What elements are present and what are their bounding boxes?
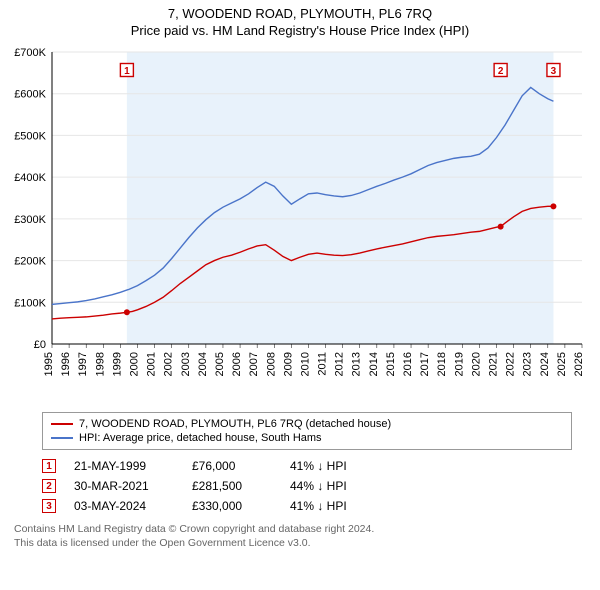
svg-text:1996: 1996: [60, 352, 72, 376]
svg-text:2020: 2020: [470, 352, 482, 376]
svg-text:2016: 2016: [402, 352, 414, 376]
svg-text:2025: 2025: [556, 352, 568, 376]
footnote: Contains HM Land Registry data © Crown c…: [14, 522, 586, 550]
svg-text:£600K: £600K: [14, 89, 46, 101]
svg-text:2008: 2008: [265, 352, 277, 376]
svg-text:2012: 2012: [334, 352, 346, 376]
svg-text:2023: 2023: [522, 352, 534, 376]
svg-text:1995: 1995: [43, 352, 55, 376]
tx-date: 21-MAY-1999: [74, 459, 174, 473]
svg-text:2006: 2006: [231, 352, 243, 376]
table-row: 1 21-MAY-1999 £76,000 41% ↓ HPI: [42, 456, 572, 476]
svg-text:1997: 1997: [77, 352, 89, 376]
tx-price: £330,000: [192, 499, 272, 513]
tx-price: £76,000: [192, 459, 272, 473]
table-row: 2 30-MAR-2021 £281,500 44% ↓ HPI: [42, 476, 572, 496]
svg-text:2024: 2024: [539, 352, 551, 376]
svg-text:£300K: £300K: [14, 214, 46, 226]
legend-swatch: [51, 423, 73, 425]
tx-marker-icon: 1: [42, 459, 56, 473]
svg-text:3: 3: [551, 66, 557, 77]
transactions-table: 1 21-MAY-1999 £76,000 41% ↓ HPI 2 30-MAR…: [42, 456, 572, 516]
svg-text:1999: 1999: [111, 352, 123, 376]
tx-marker-icon: 3: [42, 499, 56, 513]
table-row: 3 03-MAY-2024 £330,000 41% ↓ HPI: [42, 496, 572, 516]
page-subtitle: Price paid vs. HM Land Registry's House …: [0, 21, 600, 46]
svg-text:£700K: £700K: [14, 47, 46, 59]
chart-container: £0 £100K £200K £300K £400K £500K £600K £700K 199…: [0, 46, 600, 406]
svg-text:1: 1: [124, 66, 130, 77]
svg-text:£400K: £400K: [14, 172, 46, 184]
svg-text:2015: 2015: [385, 352, 397, 376]
tx-price: £281,500: [192, 479, 272, 493]
svg-text:2002: 2002: [163, 352, 175, 376]
svg-text:2013: 2013: [351, 352, 363, 376]
svg-text:2021: 2021: [488, 352, 500, 376]
svg-text:2003: 2003: [180, 352, 192, 376]
svg-text:2018: 2018: [436, 352, 448, 376]
tx-hpi: 41% ↓ HPI: [290, 459, 380, 473]
svg-text:2011: 2011: [317, 352, 329, 376]
legend-swatch: [51, 437, 73, 439]
tx-date: 30-MAR-2021: [74, 479, 174, 493]
svg-text:2001: 2001: [146, 352, 158, 376]
svg-text:2004: 2004: [197, 352, 209, 376]
price-chart: £0 £100K £200K £300K £400K £500K £600K £700K 199…: [0, 46, 600, 406]
svg-text:2000: 2000: [128, 352, 140, 376]
svg-text:1998: 1998: [94, 352, 106, 376]
legend: 7, WOODEND ROAD, PLYMOUTH, PL6 7RQ (deta…: [42, 412, 572, 450]
footnote-line: This data is licensed under the Open Gov…: [14, 536, 586, 550]
svg-text:2: 2: [498, 66, 504, 77]
svg-text:2005: 2005: [214, 352, 226, 376]
legend-label: 7, WOODEND ROAD, PLYMOUTH, PL6 7RQ (deta…: [79, 418, 391, 430]
svg-text:2026: 2026: [573, 352, 585, 376]
legend-label: HPI: Average price, detached house, Sout…: [79, 432, 322, 444]
tx-hpi: 44% ↓ HPI: [290, 479, 380, 493]
legend-item: HPI: Average price, detached house, Sout…: [51, 431, 563, 445]
tx-marker-icon: 2: [42, 479, 56, 493]
tx-date: 03-MAY-2024: [74, 499, 174, 513]
svg-text:£200K: £200K: [14, 256, 46, 268]
svg-text:2007: 2007: [248, 352, 260, 376]
svg-text:2019: 2019: [453, 352, 465, 376]
svg-text:£0: £0: [34, 339, 46, 351]
svg-text:2009: 2009: [282, 352, 294, 376]
svg-text:2017: 2017: [419, 352, 431, 376]
footnote-line: Contains HM Land Registry data © Crown c…: [14, 522, 586, 536]
svg-text:2010: 2010: [299, 352, 311, 376]
svg-text:2022: 2022: [505, 352, 517, 376]
legend-item: 7, WOODEND ROAD, PLYMOUTH, PL6 7RQ (deta…: [51, 417, 563, 431]
tx-hpi: 41% ↓ HPI: [290, 499, 380, 513]
svg-text:2014: 2014: [368, 352, 380, 376]
svg-text:£500K: £500K: [14, 130, 46, 142]
page-title: 7, WOODEND ROAD, PLYMOUTH, PL6 7RQ: [0, 0, 600, 21]
svg-text:£100K: £100K: [14, 297, 46, 309]
